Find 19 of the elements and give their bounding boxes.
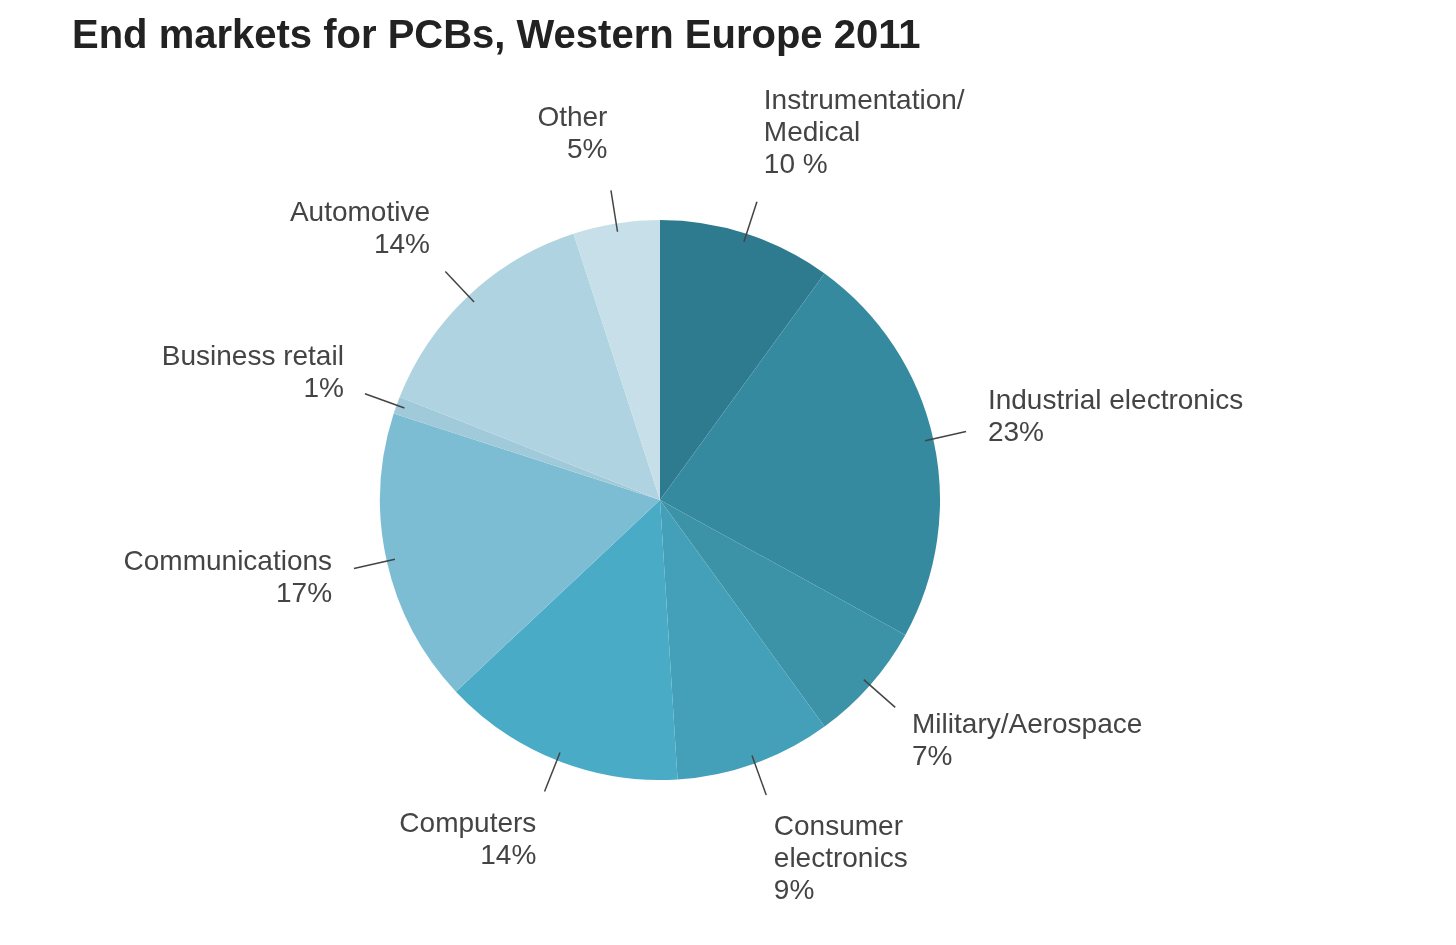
data-label: 7% — [912, 740, 953, 772]
slice-label: Other — [537, 101, 608, 133]
data-label: 14% — [373, 228, 430, 260]
chart-title: End markets for PCBs, Western Europe 2011 — [72, 12, 921, 57]
data-label: 17% — [276, 577, 333, 608]
slice-label: Computers — [399, 806, 537, 838]
slice-label: Business retail — [161, 340, 344, 372]
data-label: 14% — [480, 838, 537, 870]
data-label: 23% — [987, 416, 1044, 448]
data-label: 1% — [303, 372, 344, 404]
data-label: 10 % — [763, 147, 828, 179]
slice-label: Consumer electronics — [773, 810, 908, 874]
slice-label: Industrial electronics — [987, 384, 1244, 416]
data-label: 5% — [566, 133, 608, 165]
data-label: 9% — [773, 874, 815, 906]
slice-label: Military/Aerospace — [912, 708, 1143, 740]
slice-label: Instrumentation/Medical — [763, 83, 965, 147]
slice-label: Communications — [123, 545, 333, 576]
slice-label: Automotive — [289, 196, 430, 228]
